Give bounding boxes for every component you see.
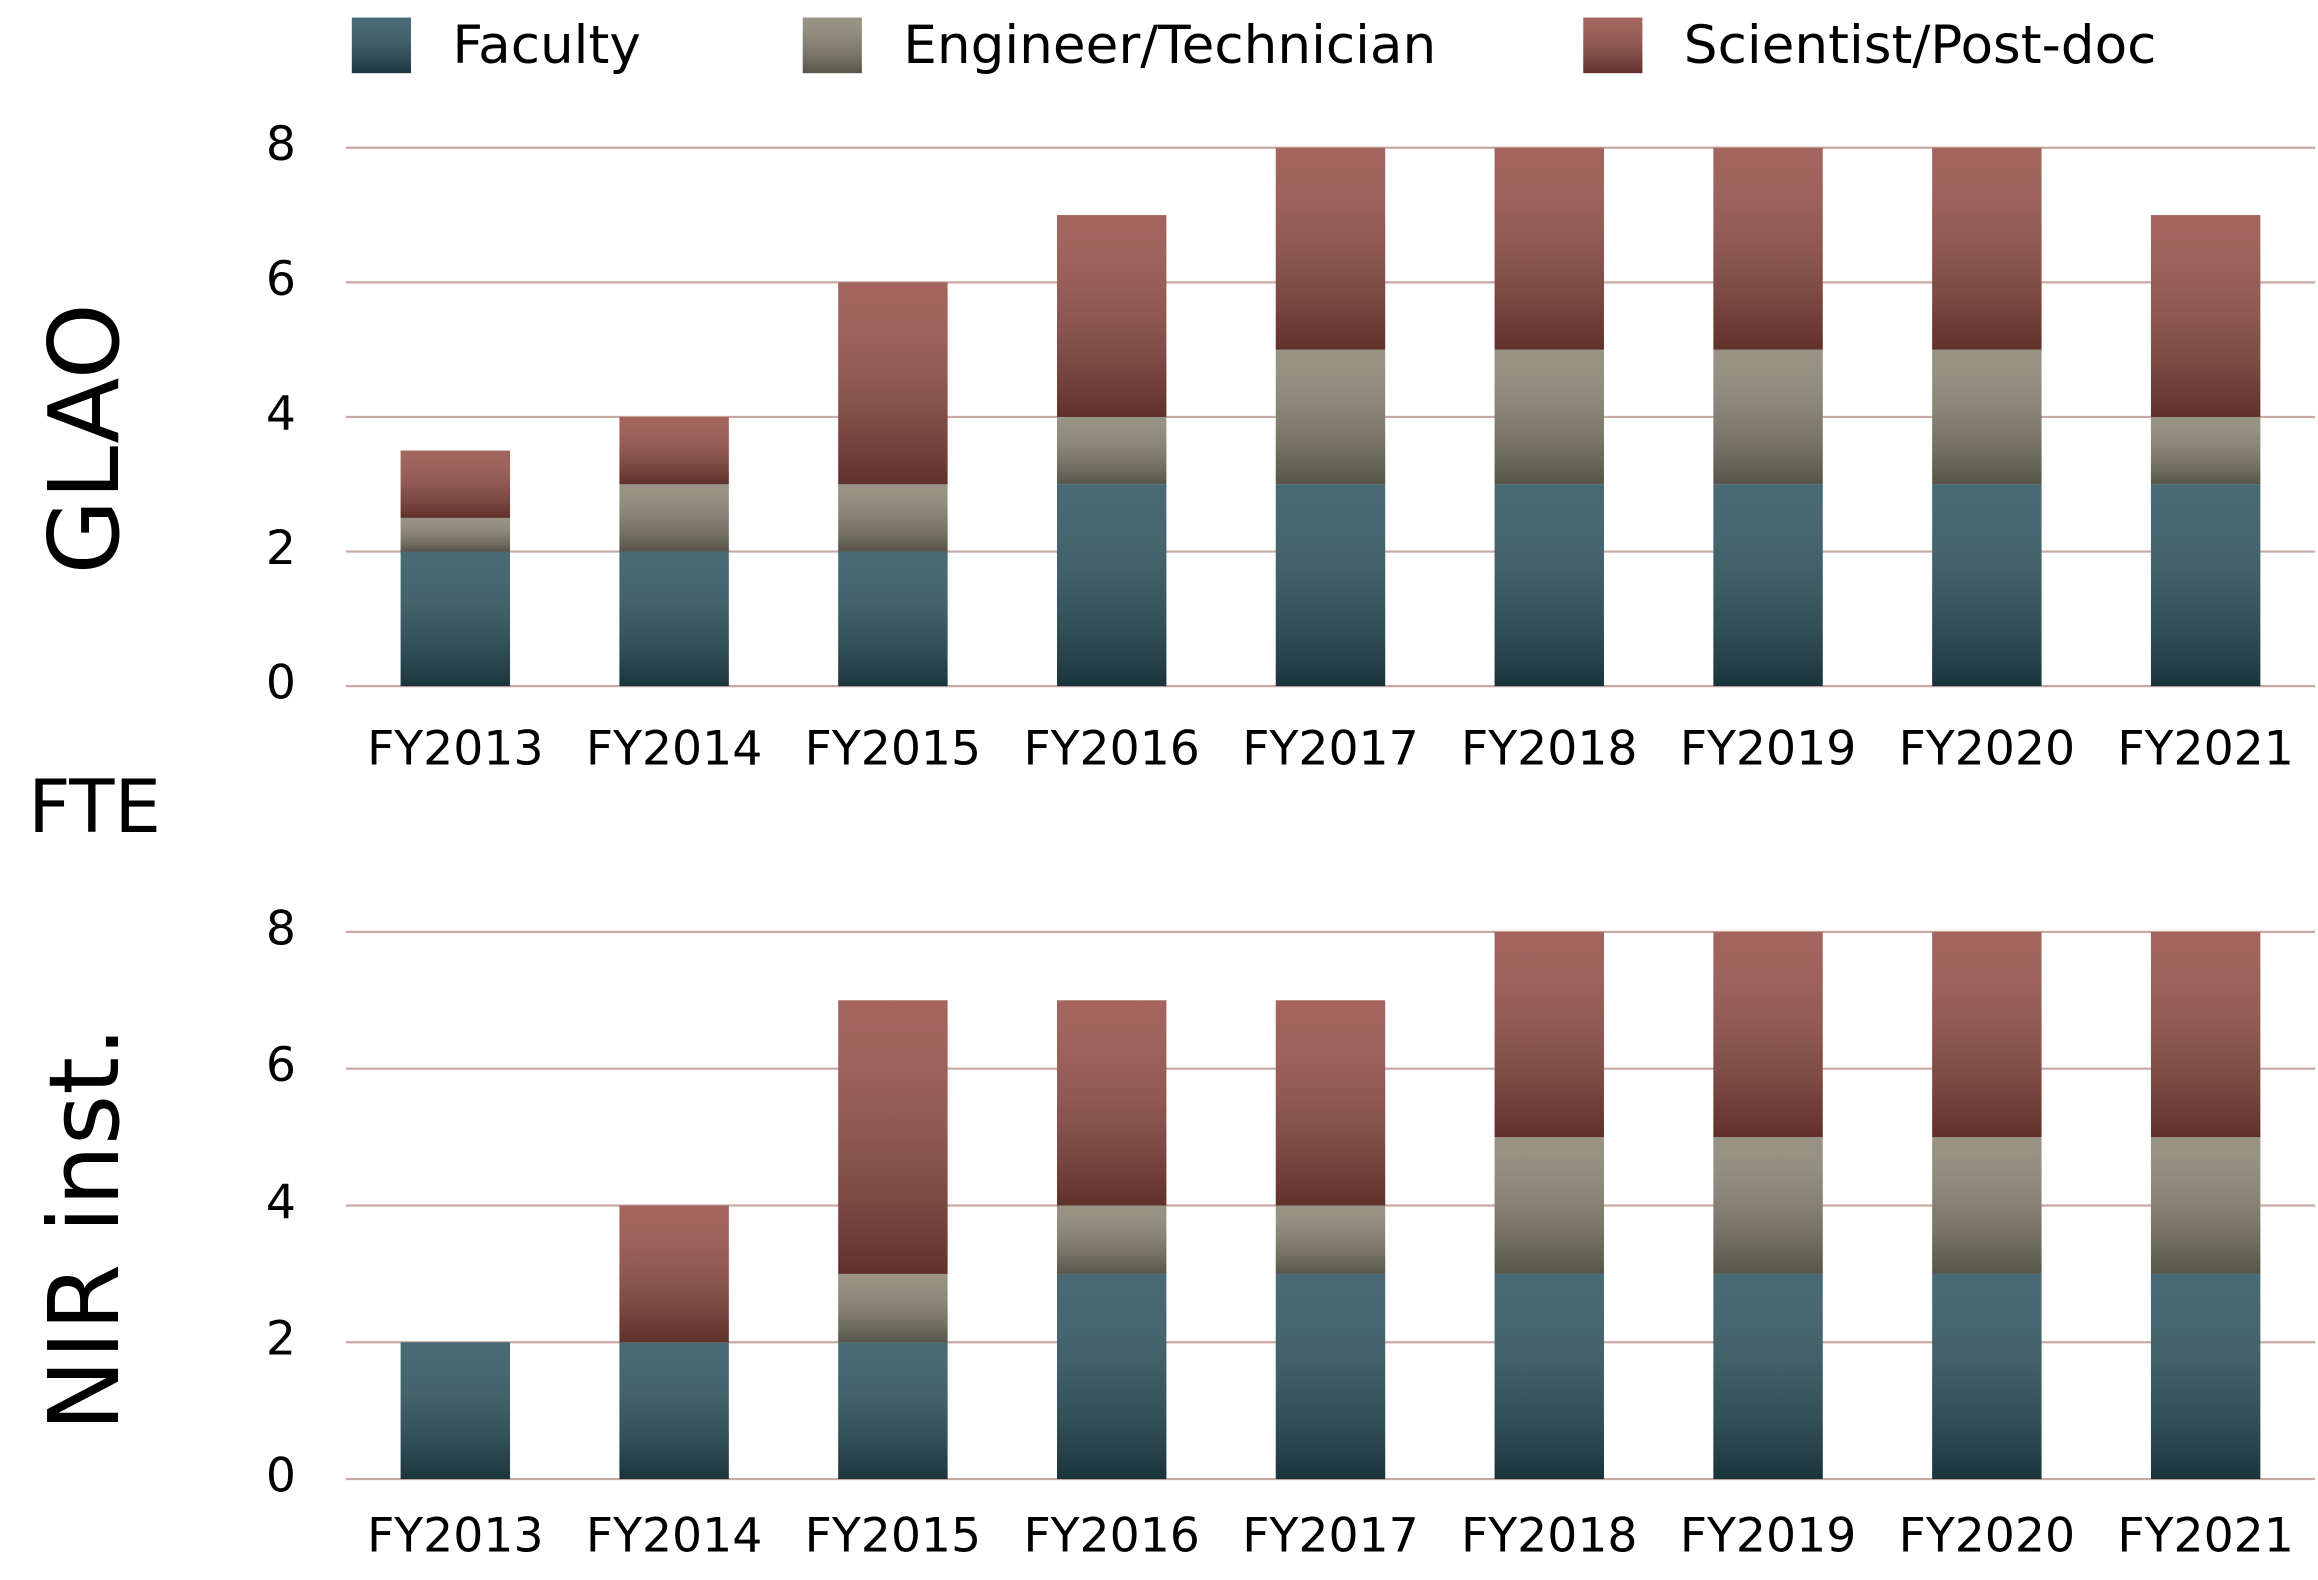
y-tick-label: 8 xyxy=(266,117,296,172)
bar-shade xyxy=(1494,349,1604,485)
y-tick-label: 2 xyxy=(266,1312,296,1367)
bar-shade xyxy=(1056,1273,1167,1480)
x-tick-label: FY2019 xyxy=(1680,722,1856,777)
x-tick-label: FY2014 xyxy=(586,722,762,777)
bar-shade xyxy=(2150,1273,2261,1480)
x-tick-label: FY2019 xyxy=(1680,1509,1856,1564)
bar-shade xyxy=(1494,147,1604,350)
legend-label: Engineer/Technician xyxy=(903,15,1436,76)
x-tick-label: FY2017 xyxy=(1242,1509,1418,1564)
bar-shade xyxy=(838,282,948,485)
bar-shade xyxy=(2150,416,2261,485)
bar-shade xyxy=(1713,931,1823,1138)
bar-shade xyxy=(1056,484,1167,687)
bar-shade xyxy=(2150,931,2261,1138)
y-tick-label: 0 xyxy=(266,656,296,711)
y-tick-label: 8 xyxy=(266,902,296,957)
bar-shade xyxy=(1275,484,1386,687)
bar-shade xyxy=(1056,1205,1167,1274)
bar-shade xyxy=(2150,484,2261,687)
bar-shade xyxy=(1713,1273,1823,1480)
bar-shade xyxy=(1056,215,1167,417)
bar-shade xyxy=(1275,1205,1386,1274)
chart-title: NIR inst. xyxy=(28,1026,142,1431)
y-tick-label: 4 xyxy=(266,387,296,442)
x-tick-label: FY2015 xyxy=(805,1509,981,1564)
y-tick-label: 0 xyxy=(266,1449,296,1504)
x-tick-label: FY2021 xyxy=(2117,722,2293,777)
bar-shade xyxy=(838,1342,948,1480)
bar-shade xyxy=(619,1205,729,1343)
x-tick-label: FY2013 xyxy=(367,1509,543,1564)
x-tick-label: FY2016 xyxy=(1023,1509,1199,1564)
bar-shade xyxy=(1056,1000,1167,1206)
bar-shade xyxy=(619,416,729,485)
chart-title: GLAO xyxy=(28,303,142,574)
x-tick-label: FY2021 xyxy=(2117,1509,2293,1564)
bar-shade xyxy=(1494,931,1604,1138)
bar-shade xyxy=(1275,349,1386,485)
bar-shade xyxy=(1932,349,2042,485)
bar-shade xyxy=(400,551,511,687)
bar-shade xyxy=(838,484,948,552)
y-tick-label: 4 xyxy=(266,1175,296,1230)
bar-shade xyxy=(1275,1273,1386,1480)
x-tick-label: FY2020 xyxy=(1899,1509,2075,1564)
bar-shade xyxy=(1713,349,1823,485)
bar-shade xyxy=(1494,484,1604,687)
bar-shade xyxy=(619,1342,729,1480)
x-tick-label: FY2018 xyxy=(1461,722,1637,777)
bar-shade xyxy=(1932,1137,2042,1274)
bar-shade xyxy=(619,551,729,687)
x-tick-label: FY2017 xyxy=(1242,722,1418,777)
bar-shade xyxy=(1056,416,1167,485)
legend-swatch-shade xyxy=(1583,17,1643,74)
legend-swatch-shade xyxy=(351,17,411,74)
legend-swatch-shade xyxy=(802,17,862,74)
bar-shade xyxy=(1494,1273,1604,1480)
bar-shade xyxy=(1932,147,2042,350)
y-axis-label: FTE xyxy=(28,765,161,850)
y-tick-label: 6 xyxy=(266,252,296,307)
legend-label: Scientist/Post-doc xyxy=(1684,15,2157,76)
x-tick-label: FY2016 xyxy=(1023,722,1199,777)
bar-shade xyxy=(400,517,511,552)
y-tick-label: 2 xyxy=(266,521,296,576)
bar-shade xyxy=(1275,147,1386,350)
bar-shade xyxy=(1713,1137,1823,1274)
y-tick-label: 6 xyxy=(266,1038,296,1093)
bar-shade xyxy=(1932,484,2042,687)
x-tick-label: FY2018 xyxy=(1461,1509,1637,1564)
bar-shade xyxy=(838,1273,948,1343)
bar-shade xyxy=(1932,1273,2042,1480)
bar-shade xyxy=(838,1000,948,1274)
x-tick-label: FY2015 xyxy=(805,722,981,777)
legend-label: Faculty xyxy=(452,15,640,76)
bar-shade xyxy=(619,484,729,552)
bar-shade xyxy=(400,450,511,518)
bar-shade xyxy=(400,1342,511,1480)
bar-shade xyxy=(2150,1137,2261,1274)
bar-shade xyxy=(1932,931,2042,1138)
bar-shade xyxy=(2150,215,2261,417)
bar-shade xyxy=(1494,1137,1604,1274)
bar-shade xyxy=(1713,147,1823,350)
bar-shade xyxy=(1275,1000,1386,1206)
bar-shade xyxy=(838,551,948,687)
x-tick-label: FY2013 xyxy=(367,722,543,777)
x-tick-label: FY2014 xyxy=(586,1509,762,1564)
x-tick-label: FY2020 xyxy=(1899,722,2075,777)
bar-shade xyxy=(1713,484,1823,687)
